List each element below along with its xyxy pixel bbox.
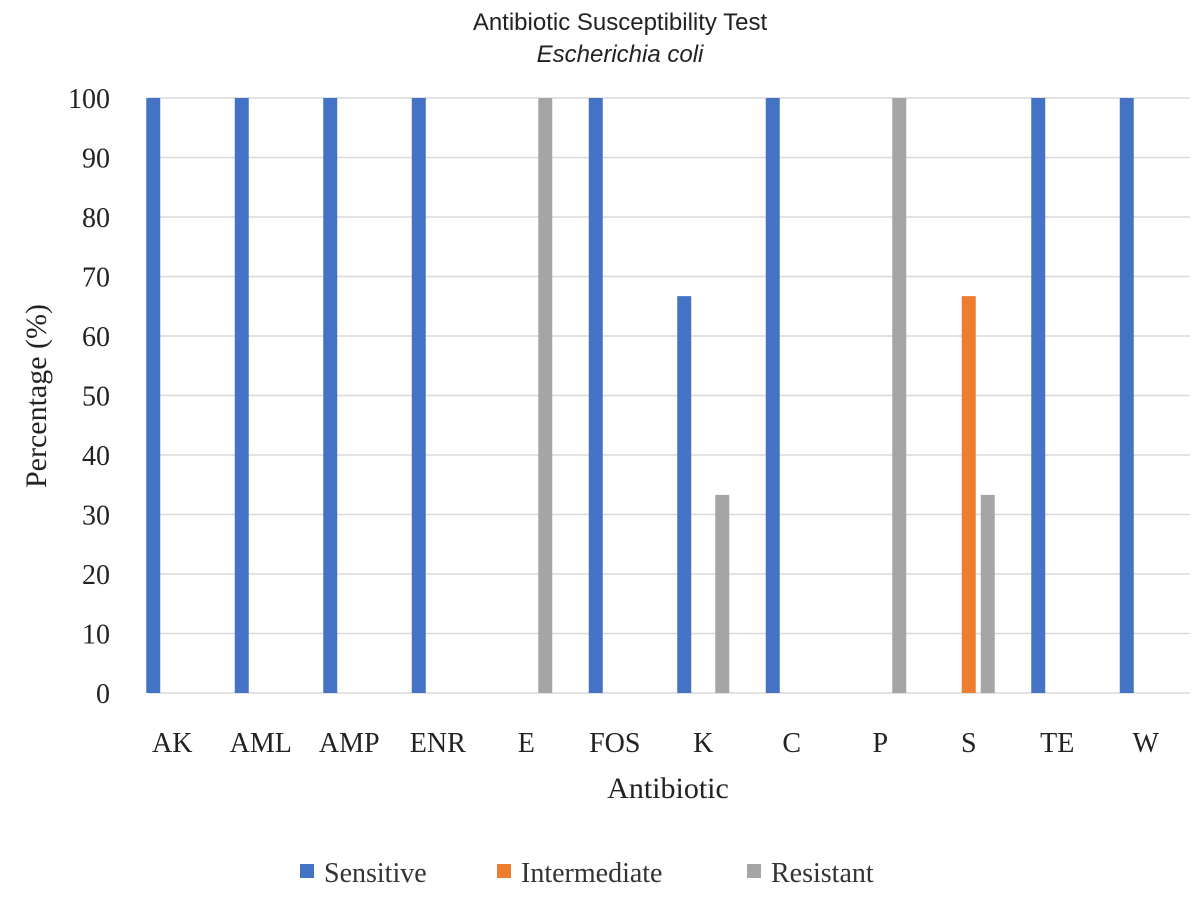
bar-sensitive-ak [146, 98, 161, 693]
legend-label-sensitive: Sensitive [324, 858, 427, 889]
bar-resistant-s [980, 494, 995, 693]
bar-sensitive-te [1031, 98, 1046, 693]
x-tick-label: K [693, 728, 713, 759]
y-tick-label: 20 [82, 560, 110, 591]
y-tick-label: 80 [82, 203, 110, 234]
y-tick-label: 50 [82, 382, 110, 413]
y-tick-label: 30 [82, 501, 110, 532]
x-axis-title: Antibiotic [607, 772, 729, 805]
bar-intermediate-s [961, 296, 976, 693]
y-tick-label: 90 [82, 144, 110, 175]
legend-label-resistant: Resistant [771, 858, 874, 889]
bar-sensitive-fos [588, 98, 603, 693]
legend-swatch-resistant [747, 864, 761, 878]
y-tick-label: 10 [82, 620, 110, 651]
x-tick-label: C [782, 728, 801, 759]
y-tick-label: 100 [68, 84, 110, 115]
x-tick-label: S [961, 728, 977, 759]
legend-swatch-sensitive [300, 864, 314, 878]
bar-sensitive-k [677, 296, 692, 693]
x-tick-label: AML [230, 728, 292, 759]
y-tick-label: 60 [82, 322, 110, 353]
x-tick-label: P [872, 728, 888, 759]
y-tick-label: 70 [82, 263, 110, 294]
x-tick-label: W [1133, 728, 1160, 759]
gridlines [148, 97, 1190, 694]
legend-label-intermediate: Intermediate [521, 858, 662, 889]
bar-sensitive-amp [323, 98, 338, 693]
bar-sensitive-aml [234, 98, 249, 693]
x-tick-label: E [518, 728, 535, 759]
chart-title: Antibiotic Susceptibility Test [473, 9, 768, 36]
bars [146, 98, 1134, 693]
y-tick-label: 40 [82, 441, 110, 472]
x-tick-label: ENR [410, 728, 466, 759]
x-tick-label: FOS [589, 728, 640, 759]
y-tick-label: 0 [96, 679, 110, 710]
legend-swatch-intermediate [497, 864, 511, 878]
x-tick-label: TE [1040, 728, 1074, 759]
chart-subtitle: Escherichia coli [537, 41, 704, 68]
x-tick-label: AK [152, 728, 192, 759]
y-axis-ticks: 0 10 20 30 40 50 60 70 80 90 100 [68, 84, 110, 710]
bar-sensitive-w [1119, 98, 1134, 693]
x-axis-ticks: AK AML AMP ENR E FOS K C P S TE W [152, 728, 1160, 759]
bar-resistant-k [715, 494, 730, 693]
bar-resistant-e [538, 98, 553, 693]
x-tick-label: AMP [319, 728, 380, 759]
bar-resistant-p [892, 98, 907, 693]
bar-sensitive-enr [411, 98, 426, 693]
legend: Sensitive Intermediate Resistant [300, 858, 874, 889]
bar-sensitive-c [765, 98, 780, 693]
y-axis-title: Percentage (%) [20, 304, 53, 488]
